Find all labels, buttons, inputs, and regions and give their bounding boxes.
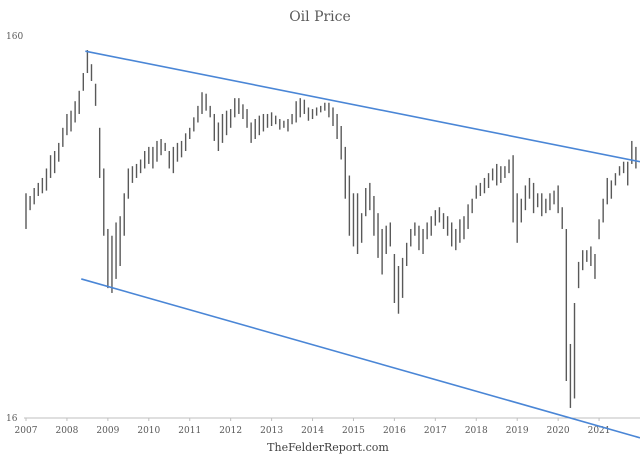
x-tick-label: 2016 — [383, 426, 406, 436]
x-tick-label: 2021 — [588, 426, 611, 436]
x-tick-label: 2011 — [178, 426, 201, 436]
y-tick-label: 160 — [6, 32, 23, 42]
chart-title: Oil Price — [289, 9, 351, 25]
trendlines — [81, 50, 640, 439]
x-tick-label: 2020 — [547, 426, 570, 436]
upper-trendline — [85, 50, 640, 163]
x-tick-label: 2013 — [260, 426, 283, 436]
y-axis-labels: 160 16 — [6, 32, 23, 424]
x-tick-label: 2015 — [342, 426, 365, 436]
y-tick-label: 16 — [6, 414, 18, 424]
price-bars — [25, 50, 637, 408]
x-tick-label: 2008 — [55, 426, 78, 436]
footer-credit: TheFelderReport.com — [267, 441, 389, 454]
lower-trendline — [81, 278, 640, 439]
x-tick-label: 2009 — [96, 426, 119, 436]
x-axis-labels: 2007 2008 2009 2010 2011 2012 2013 2014 2015 2016… — [15, 418, 611, 436]
x-tick-label: 2010 — [137, 426, 160, 436]
x-tick-label: 2007 — [15, 426, 38, 436]
x-tick-label: 2018 — [465, 426, 488, 436]
x-tick-label: 2019 — [506, 426, 529, 436]
x-tick-label: 2017 — [424, 426, 447, 436]
x-tick-label: 2014 — [301, 426, 324, 436]
x-tick-label: 2012 — [219, 426, 242, 436]
